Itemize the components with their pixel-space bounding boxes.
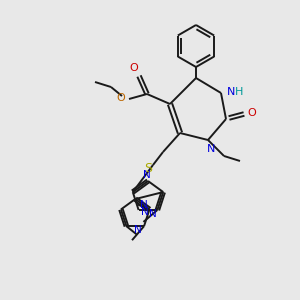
Text: O: O <box>248 108 256 118</box>
Text: N: N <box>207 144 215 154</box>
Text: N: N <box>134 225 142 235</box>
Text: O: O <box>117 93 125 103</box>
Text: S: S <box>144 161 152 175</box>
Text: N: N <box>148 209 156 219</box>
Text: O: O <box>130 63 138 73</box>
Text: N: N <box>143 170 151 180</box>
Text: H: H <box>235 87 243 97</box>
Text: N: N <box>141 207 148 217</box>
Text: N: N <box>227 87 235 97</box>
Text: N: N <box>140 200 147 210</box>
